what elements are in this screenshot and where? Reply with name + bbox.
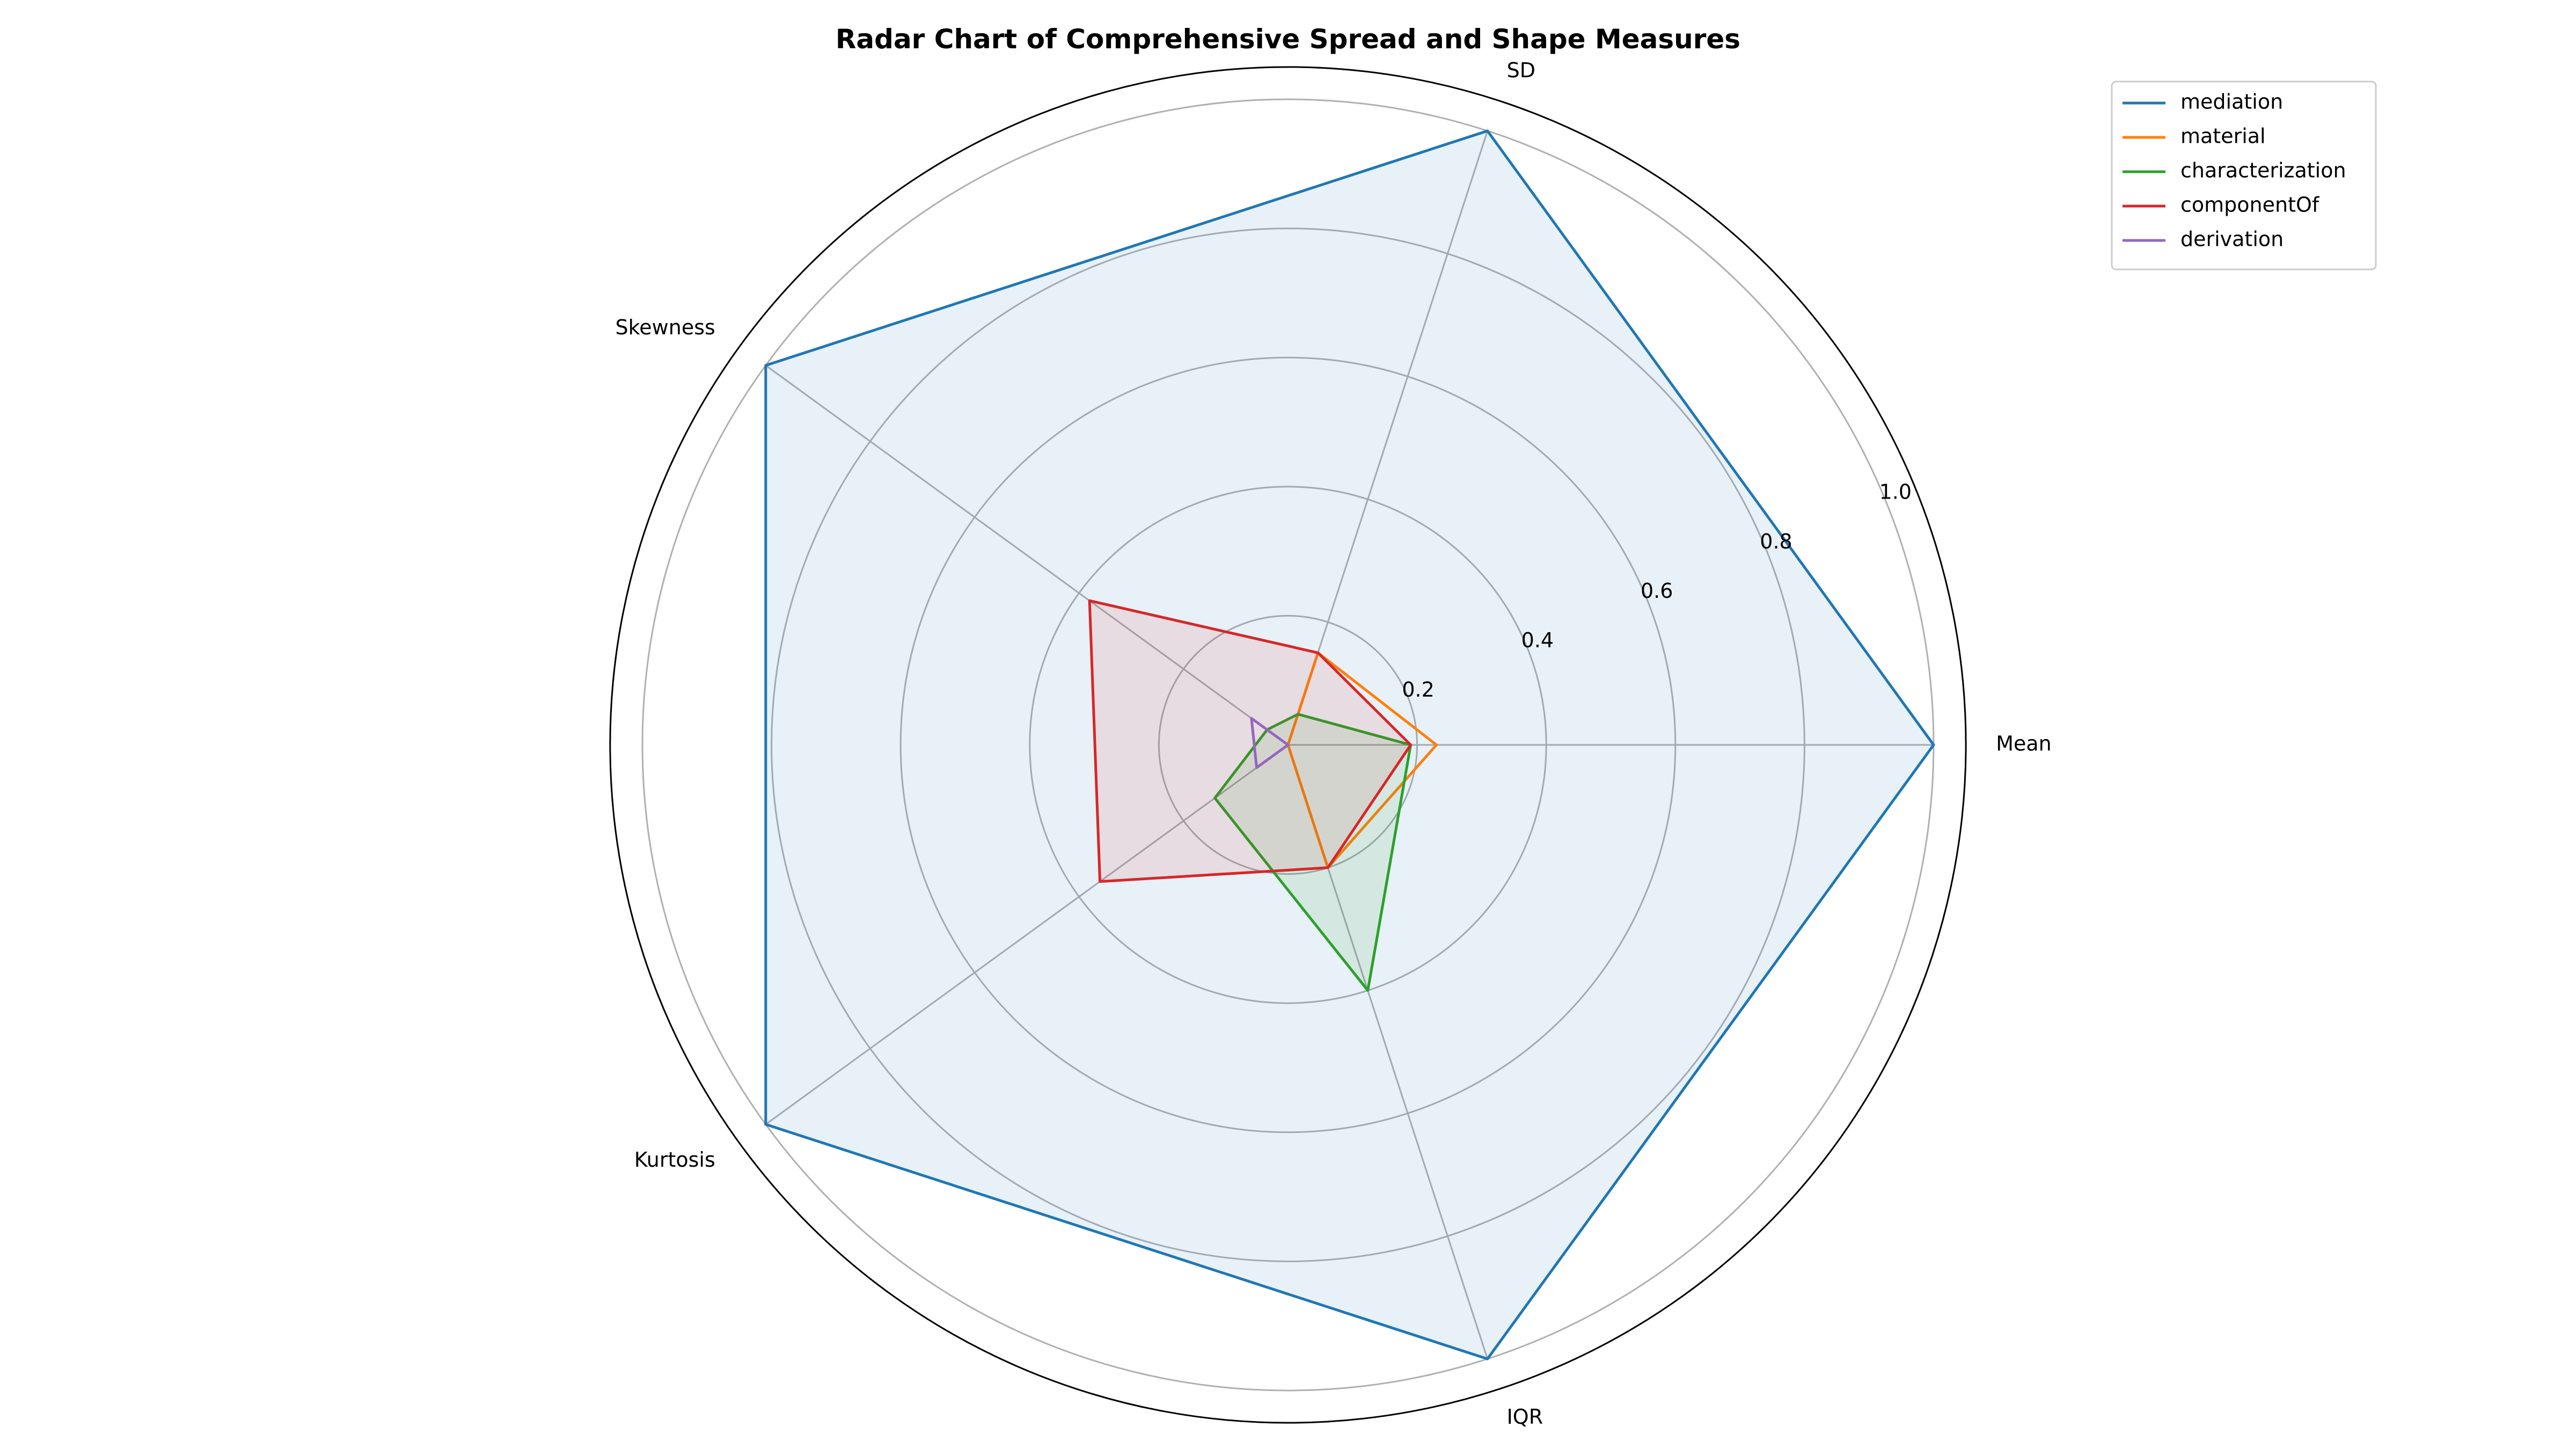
radial-tick-label: 0.8 <box>1760 530 1792 553</box>
legend-box <box>2111 80 2377 270</box>
radial-tick-label: 0.2 <box>1402 678 1434 701</box>
series-fill-characterization <box>1214 714 1411 991</box>
legend-label: componentOf <box>2180 193 2320 217</box>
legend-label: derivation <box>2180 228 2284 251</box>
series-characterization <box>1213 713 1413 992</box>
radar-series <box>764 129 1935 1360</box>
legend: mediation material characterization compone… <box>2111 80 2377 270</box>
series-line-derivation <box>1250 717 1290 769</box>
series-derivation <box>1250 717 1290 769</box>
chart-title: Radar Chart of Comprehensive Spread and … <box>836 24 1740 55</box>
series-line-mediation <box>764 129 1935 1360</box>
legend-label: mediation <box>2180 90 2283 114</box>
legend-item-mediation: mediation <box>2123 90 2283 114</box>
radial-tick-labels: 0.2 0.4 0.6 0.8 1.0 <box>1402 480 1912 701</box>
radial-tick-label: 0.6 <box>1641 579 1673 603</box>
spoke-skewness <box>765 364 1289 746</box>
spoke-sd <box>1287 130 1489 745</box>
legend-item-component-of: componentOf <box>2123 193 2320 217</box>
legend-label: material <box>2180 125 2266 148</box>
radial-tick-label: 1.0 <box>1879 480 1912 504</box>
axis-label-skewness: Skewness <box>616 316 715 339</box>
axis-labels: Mean SD Skewness Kurtosis IQR <box>616 58 2052 1429</box>
legend-item-material: material <box>2123 125 2266 148</box>
axis-label-mean: Mean <box>1996 732 2052 756</box>
radial-tick-label: 0.4 <box>1521 628 1554 652</box>
series-mediation <box>764 129 1935 1360</box>
spoke-kurtosis <box>765 744 1289 1125</box>
outer-frame <box>609 66 1967 1424</box>
series-line-characterization <box>1213 713 1413 992</box>
axis-label-iqr: IQR <box>1507 1405 1543 1429</box>
radar-grid <box>609 66 1967 1424</box>
series-fill-mediation <box>765 130 1934 1359</box>
axis-label-sd: SD <box>1507 58 1535 82</box>
legend-label: characterization <box>2180 159 2346 182</box>
series-component-of <box>1088 599 1413 883</box>
axis-label-kurtosis: Kurtosis <box>634 1148 715 1172</box>
legend-item-derivation: derivation <box>2123 228 2284 251</box>
series-line-component-of <box>1088 599 1413 883</box>
series-fill-component-of <box>1089 601 1411 882</box>
legend-item-characterization: characterization <box>2123 159 2346 182</box>
